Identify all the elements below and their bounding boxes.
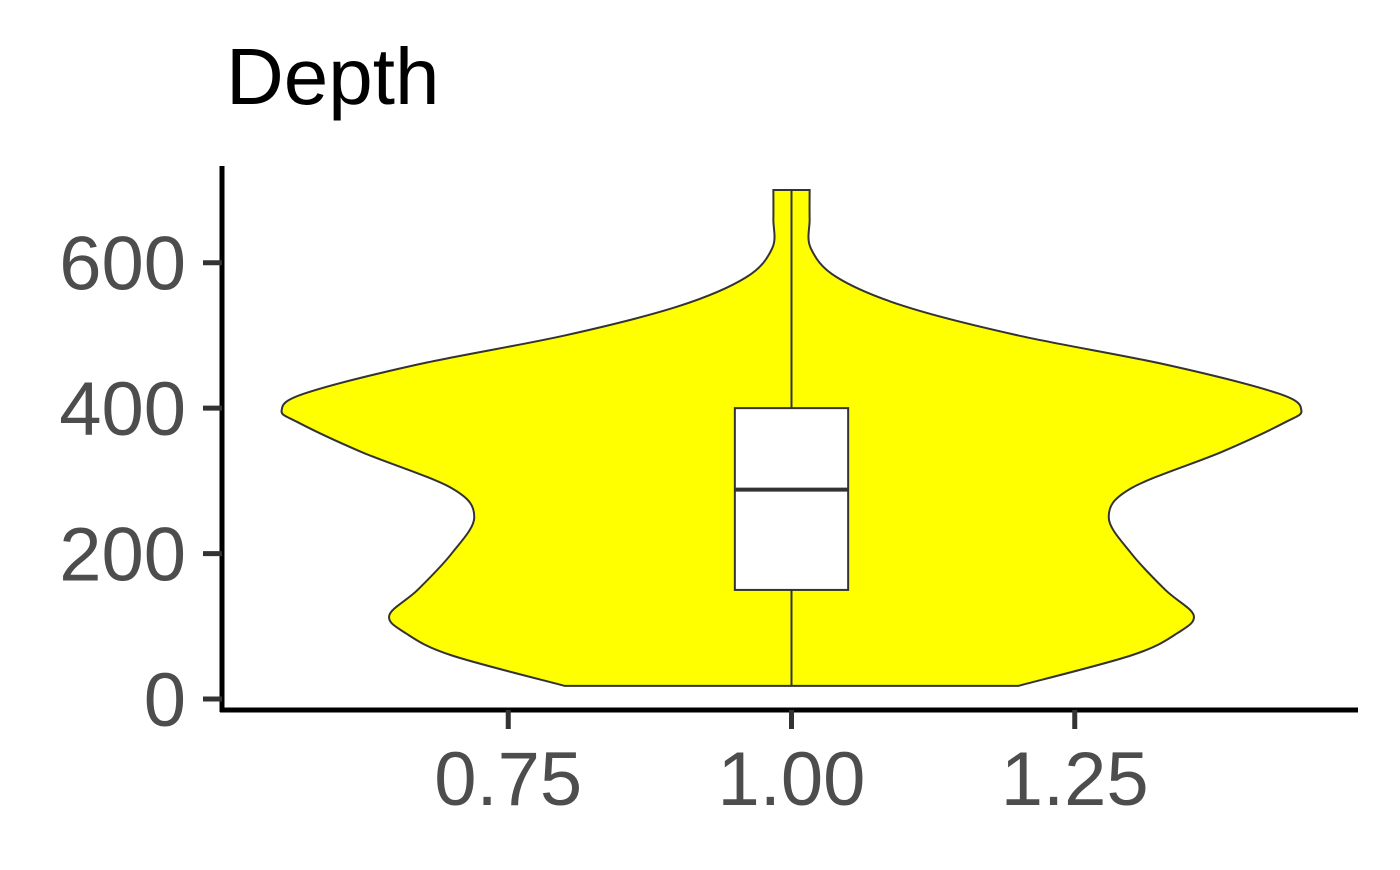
x-tick-label: 0.75 <box>434 737 582 822</box>
y-tick-label: 400 <box>59 367 186 452</box>
y-tick-label: 600 <box>59 222 186 307</box>
y-tick-label: 0 <box>144 658 186 743</box>
x-tick-label: 1.00 <box>718 737 866 822</box>
chart-title: Depth <box>226 32 439 121</box>
iqr-box <box>733 407 850 591</box>
x-tick-label: 1.25 <box>1001 737 1149 822</box>
y-tick-label: 200 <box>59 513 186 598</box>
